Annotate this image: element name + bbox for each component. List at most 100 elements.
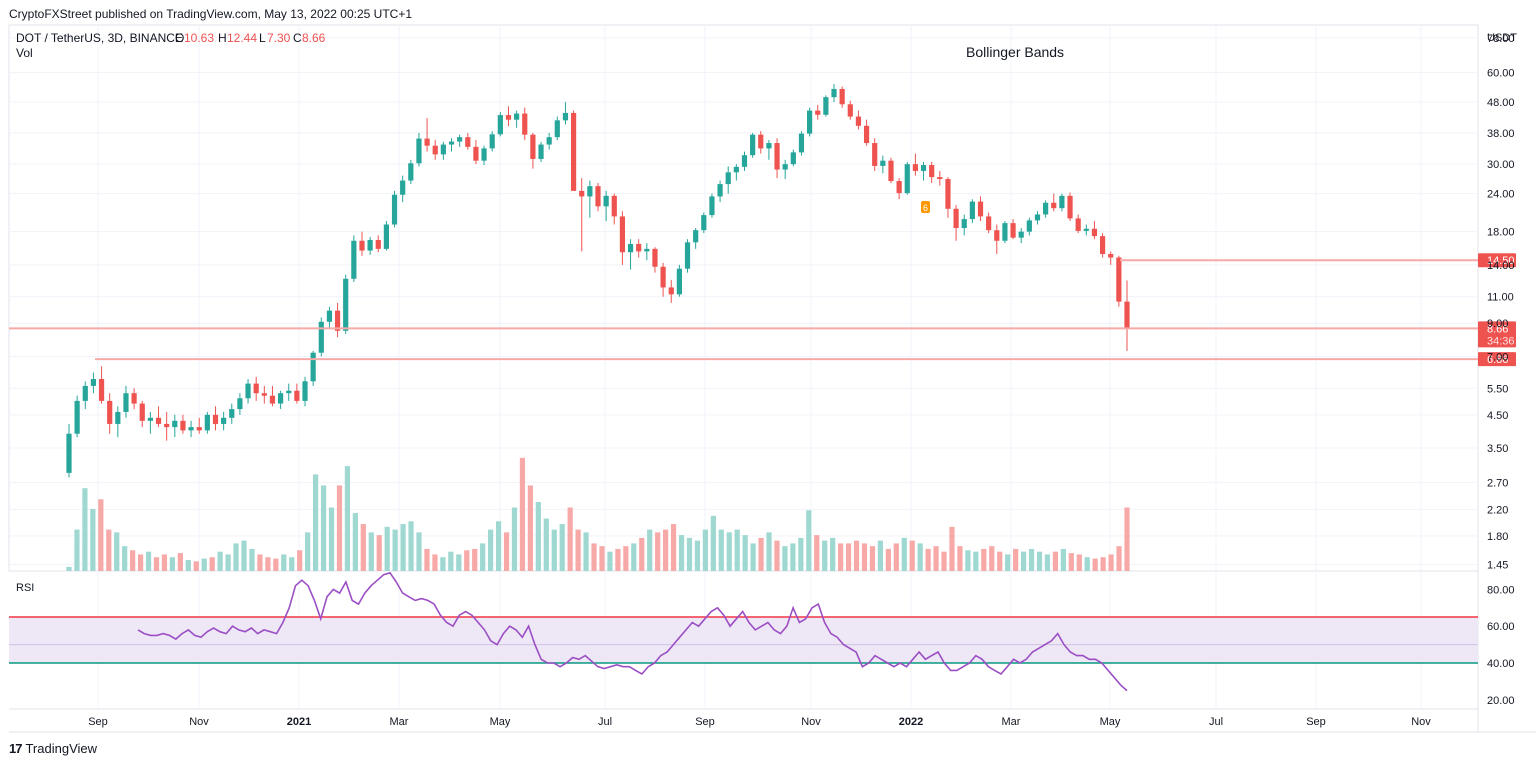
level-price-tag	[1478, 253, 1516, 268]
candle-body	[676, 268, 682, 295]
volume-bar	[591, 543, 597, 571]
candle-body	[570, 112, 577, 191]
time-tick-label: Nov	[1411, 716, 1431, 728]
rsi-axis[interactable]: 80.00 60.00 40.00 20.00	[1487, 584, 1515, 706]
volume-bar	[639, 537, 645, 571]
volume-bar	[289, 557, 295, 571]
volume-bar	[225, 554, 231, 571]
candle-body	[953, 208, 959, 229]
candle-body	[440, 144, 446, 155]
candle-body	[1099, 236, 1106, 254]
candle-body	[98, 379, 105, 401]
volume-bar	[917, 543, 923, 571]
volume-bar	[519, 457, 526, 571]
candle-body	[1067, 195, 1073, 219]
candle-body	[961, 219, 967, 229]
volume-bar	[472, 548, 478, 571]
footer-brand[interactable]: TradingView	[25, 741, 98, 756]
volume-bar	[1076, 554, 1082, 571]
candle-body	[701, 215, 707, 231]
time-tick-label: 2022	[899, 716, 923, 728]
candle-body	[863, 125, 870, 144]
candle-body	[180, 420, 186, 431]
volume-bar	[328, 507, 335, 571]
volume-bar	[416, 532, 422, 571]
grid-lines	[9, 25, 1478, 709]
volume-bar	[647, 529, 653, 571]
candle-body	[1043, 202, 1049, 215]
candle-body	[611, 195, 617, 217]
candle-body	[432, 145, 438, 155]
volume-bar	[74, 529, 80, 571]
rsi-tick-label: 80.00	[1487, 584, 1515, 596]
candle-body	[741, 155, 748, 167]
volume-bar	[193, 561, 199, 571]
volume-bar	[1020, 551, 1027, 571]
candle-body	[847, 104, 853, 117]
candle-body	[1116, 257, 1122, 302]
volume-bar	[1068, 553, 1074, 571]
volume-bar	[798, 537, 804, 571]
candle-body	[245, 383, 251, 399]
volume-bar	[734, 529, 740, 571]
volume-bar	[957, 546, 963, 571]
candlesticks[interactable]	[66, 84, 1130, 478]
candle-body	[522, 113, 528, 135]
volume-bar	[949, 526, 955, 571]
volume-bar	[137, 554, 144, 571]
volume-bar	[1100, 557, 1106, 571]
rsi-line	[137, 571, 1128, 692]
volume-bar	[169, 557, 176, 571]
candle-body	[595, 186, 601, 207]
volume-bar	[535, 502, 541, 571]
candle-body	[489, 134, 495, 149]
volume-bar	[265, 557, 271, 571]
candle-body	[920, 165, 927, 171]
tradingview-logo-icon[interactable]: 17	[9, 741, 23, 756]
price-tick-label: 1.80	[1487, 531, 1508, 543]
volume-bar	[400, 524, 406, 571]
volume-bar	[861, 543, 868, 571]
volume-bar	[1092, 558, 1098, 571]
candle-body	[1051, 202, 1057, 209]
volume-bar	[901, 537, 907, 571]
volume-bar	[567, 507, 573, 571]
candle-body	[448, 141, 455, 145]
volume-bar	[885, 548, 891, 571]
candle-body	[155, 417, 162, 424]
candle-body	[1010, 223, 1016, 238]
volume-bar	[973, 551, 979, 571]
volume-bar	[997, 551, 1003, 571]
volume-bar	[456, 554, 462, 571]
candle-body	[823, 97, 829, 115]
volume-bar	[655, 532, 661, 571]
candle-body	[880, 160, 886, 166]
level-price-label: 6.86	[1487, 354, 1508, 366]
close-label: C	[293, 31, 302, 45]
footer: 17 TradingView	[9, 741, 97, 756]
candle-body	[1034, 214, 1041, 221]
volume-bar	[98, 499, 104, 571]
volume-bar	[249, 548, 255, 571]
candle-body	[359, 240, 365, 251]
candle-body	[326, 310, 333, 322]
volume-bar	[543, 518, 549, 571]
candle-body	[310, 352, 316, 382]
candle-body	[383, 224, 389, 249]
candle-body	[937, 177, 943, 180]
volume-bar	[376, 535, 382, 571]
volume-bar	[1028, 548, 1035, 571]
price-tick-label: 5.50	[1487, 383, 1508, 395]
candle-body	[603, 195, 609, 207]
volume-bar	[384, 526, 390, 571]
price-tick-label: 48.00	[1487, 97, 1515, 109]
candle-body	[660, 266, 666, 288]
candle-body	[294, 390, 300, 401]
price-axis[interactable]: 78.00 60.00 48.00 38.00 30.00 24.00 18.00 14.00…	[1487, 33, 1515, 572]
volume-bar	[1108, 554, 1114, 571]
event-marker[interactable]: 6	[921, 201, 930, 213]
time-axis[interactable]: Sep Nov 2021 Mar May Jul Sep Nov 2022 Mar May Jul Se…	[88, 716, 1431, 728]
candle-body	[74, 400, 80, 434]
